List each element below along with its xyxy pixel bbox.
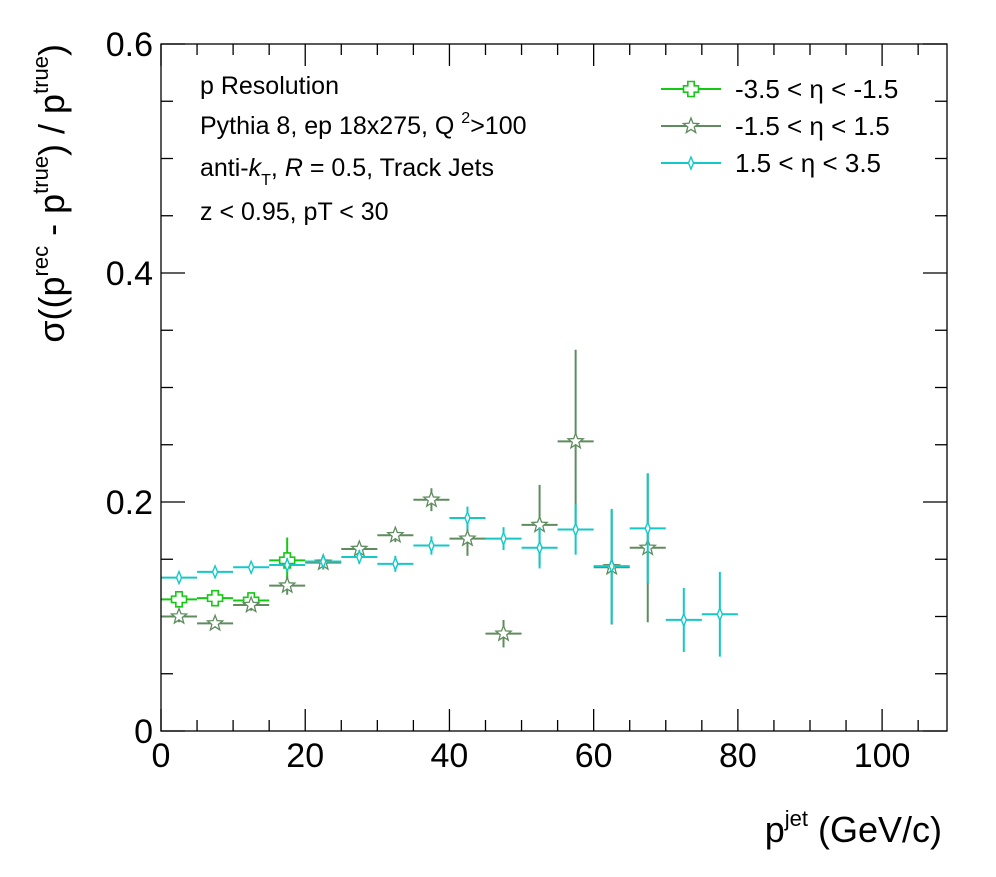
data-point <box>500 530 507 547</box>
legend-entry: -1.5 < η < 1.5 <box>661 111 890 141</box>
y-axis-title-sup-rec: rec <box>28 246 53 277</box>
x-axis-title-p: p <box>765 809 785 850</box>
data-point <box>356 549 363 565</box>
x-axis-title: pjet (GeV/c) <box>765 806 942 850</box>
data-point <box>536 539 543 556</box>
annotation-q2-superscript: 2 <box>461 110 470 127</box>
y-axis-title-sup-true1: true <box>28 156 53 194</box>
data-point <box>277 575 297 594</box>
x-tick-label: 0 <box>152 737 171 775</box>
annotation-jet-algorithm: anti-kT, R = 0.5, Track Jets <box>200 154 494 189</box>
annotation-q2-cut: >100 <box>470 112 526 140</box>
series-3 <box>161 473 738 657</box>
y-axis-title-part1: σ((p <box>31 276 72 342</box>
y-axis-title: σ((prec - ptrue) / ptrue) <box>28 44 72 343</box>
annotation-radius-text: = 0.5, Track Jets <box>303 154 494 182</box>
data-point <box>680 612 688 628</box>
annotation-k: k <box>249 154 263 182</box>
data-point <box>494 623 513 642</box>
data-point <box>206 589 224 607</box>
annotation-t-subscript: T <box>261 172 271 189</box>
axis-ticks <box>160 43 947 732</box>
legend-entry: -3.5 < η < -1.5 <box>661 74 898 104</box>
legend-marker <box>681 116 701 134</box>
x-tick-label: 60 <box>575 737 613 775</box>
y-tick-label: 0 <box>134 713 153 751</box>
plot-frame <box>160 43 948 732</box>
data-point <box>716 606 724 623</box>
tick-labels: 0 20 40 60 80 100 0 0.2 0.4 0.6 <box>106 26 911 775</box>
data-point <box>205 613 225 632</box>
legend-entry: 1.5 < η < 3.5 <box>661 148 881 178</box>
x-tick-label: 80 <box>719 737 757 775</box>
legend-marker <box>687 155 695 171</box>
annotation-r: R <box>285 154 303 182</box>
annotation-block: p Resolution Pythia 8, ep 18x275, Q 2>10… <box>200 72 527 226</box>
x-axis-title-units: (GeV/c) <box>808 809 942 850</box>
annotation-antikt-prefix: anti- <box>200 154 249 182</box>
annotation-generator: Pythia 8, ep 18x275, Q 2>100 <box>200 110 527 140</box>
data-point <box>386 525 405 544</box>
legend: -3.5 < η < -1.5 -1.5 < η < 1.5 1.5 < η < 3… <box>661 74 898 178</box>
data-point <box>241 595 261 613</box>
legend-label: 1.5 < η < 3.5 <box>735 148 881 178</box>
legend-marker <box>682 80 700 98</box>
y-tick-label: 0.4 <box>106 255 153 293</box>
x-tick-label: 40 <box>431 737 469 775</box>
data-point <box>422 489 441 508</box>
data-point <box>458 528 477 547</box>
data-point <box>566 431 585 450</box>
data-point <box>211 564 219 580</box>
legend-label: -1.5 < η < 1.5 <box>735 111 890 141</box>
data-point <box>464 510 471 526</box>
annotation-generator-text: Pythia 8, ep 18x275, Q <box>200 112 461 140</box>
y-tick-label: 0.6 <box>106 26 153 64</box>
data-point <box>392 556 399 572</box>
data-layer <box>161 349 738 657</box>
data-point <box>247 559 255 576</box>
data-point <box>572 521 579 538</box>
annotation-cuts: z < 0.95, pT < 30 <box>200 198 389 226</box>
data-point <box>319 553 327 570</box>
legend-label: -3.5 < η < -1.5 <box>735 74 898 104</box>
data-point <box>608 558 615 574</box>
data-point <box>283 557 291 573</box>
y-axis-title-sup-true2: true <box>28 56 53 94</box>
y-axis-title-part2: - p <box>31 194 72 246</box>
data-point <box>175 569 183 586</box>
y-axis-title-part4: ) <box>31 44 72 56</box>
data-point <box>169 606 189 625</box>
x-tick-label: 100 <box>854 737 911 775</box>
x-axis-title-superscript: jet <box>784 806 808 831</box>
data-point <box>428 537 435 554</box>
annotation-comma: , <box>271 154 285 182</box>
data-point <box>170 591 188 608</box>
y-axis-title-part3: ) / p <box>31 94 72 156</box>
data-point <box>644 520 652 537</box>
y-tick-label: 0.2 <box>106 484 153 522</box>
x-tick-label: 20 <box>286 737 324 775</box>
annotation-title: p Resolution <box>200 72 339 100</box>
